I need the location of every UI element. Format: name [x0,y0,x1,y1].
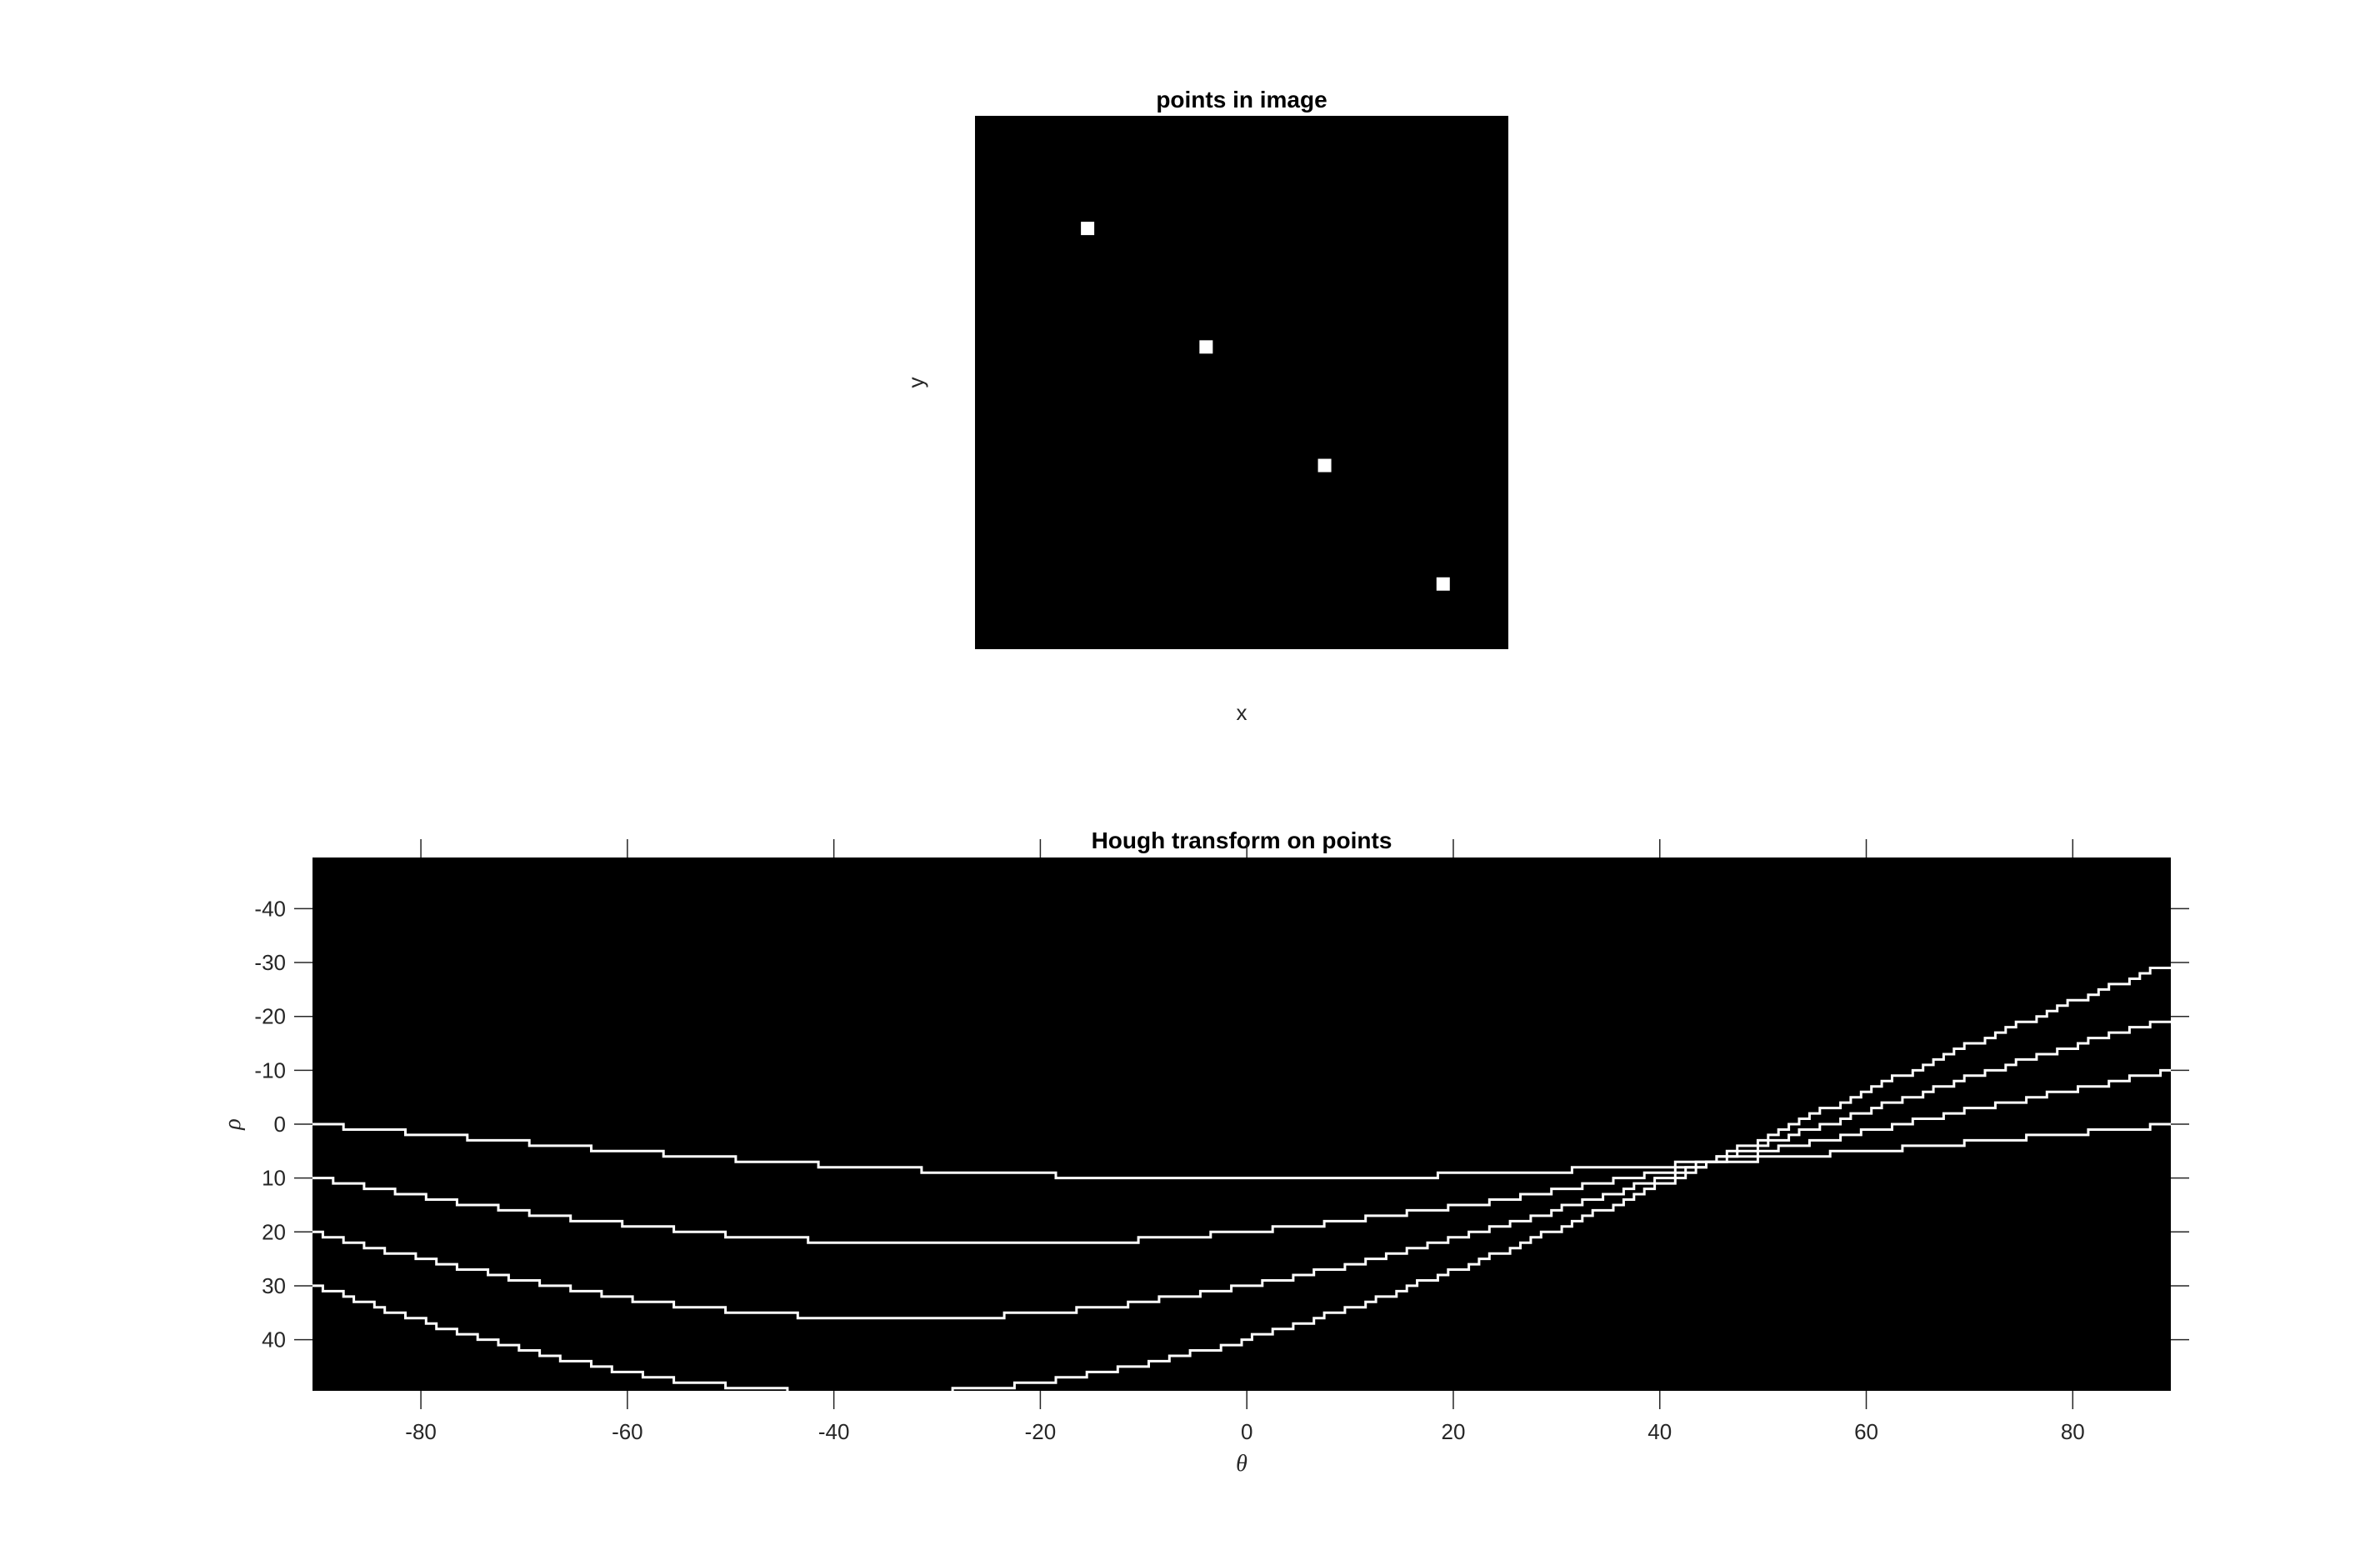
points-xlabel: x [1237,700,1248,725]
point-marker-1 [1081,222,1095,236]
hough-curve-4 [312,967,2171,1395]
points-subplot: points in image x y [903,87,1508,725]
y-tick-label: -40 [254,896,286,921]
y-tick-label: 30 [262,1273,286,1298]
points-markers [1081,222,1450,591]
hough-image-area [312,858,2171,1391]
x-tick-label: -60 [612,1419,643,1444]
x-tick-label: 40 [1648,1419,1672,1444]
hough-curve-2 [312,1068,2171,1244]
x-tick-label: -80 [405,1419,437,1444]
hough-ylabel: ρ [220,1118,246,1130]
y-tick-label: -30 [254,950,286,975]
x-tick-label: 0 [1241,1419,1252,1444]
hough-curve-1 [312,1122,2171,1180]
point-marker-3 [1318,458,1332,472]
hough-curve-3 [312,1020,2171,1320]
hough-curves [312,967,2171,1395]
x-tick-label: 20 [1442,1419,1466,1444]
y-tick-label: 10 [262,1166,286,1191]
hough-title: Hough transform on points [1092,828,1392,853]
hough-xlabel: θ [1236,1451,1248,1477]
y-tick-label: 0 [274,1112,286,1137]
points-title: points in image [1156,87,1327,112]
hough-x-ticks: -80 -60 -40 -20 0 20 40 60 80 [405,839,2085,1444]
y-tick-label: -20 [254,1004,286,1029]
y-tick-label: -10 [254,1058,286,1082]
point-marker-2 [1199,340,1213,354]
y-tick-label: 20 [262,1219,286,1244]
hough-y-ticks: -40 -30 -20 -10 0 10 20 30 40 [254,896,2189,1352]
points-image-area [975,116,1508,649]
y-tick-label: 40 [262,1328,286,1352]
point-marker-4 [1436,577,1450,591]
x-tick-label: 60 [1854,1419,1878,1444]
hough-subplot: Hough transform on points -80 -60 -40 -20 0 2… [220,828,2189,1477]
x-tick-label: 80 [2061,1419,2085,1444]
points-ylabel: y [903,378,928,388]
x-tick-label: -40 [818,1419,850,1444]
x-tick-label: -20 [1025,1419,1057,1444]
